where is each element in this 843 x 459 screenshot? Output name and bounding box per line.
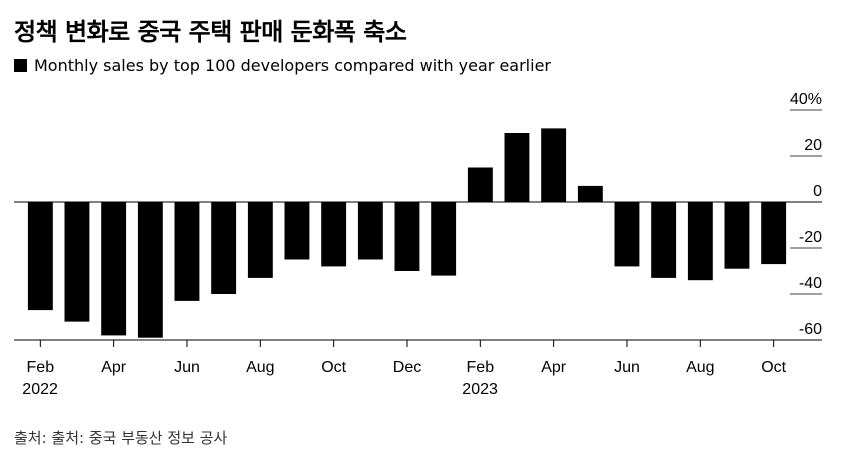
x-tick-label: Feb	[27, 359, 55, 376]
chart-title: 정책 변화로 중국 주택 판매 둔화폭 축소	[14, 18, 407, 46]
bar-oct-2023	[761, 202, 787, 265]
bar-feb-2022	[27, 202, 53, 311]
y-tick-label: 0	[813, 183, 822, 200]
bar-sep-2023	[724, 202, 750, 269]
bar-nov-2022	[357, 202, 383, 260]
y-tick-label: 40%	[790, 91, 822, 108]
source-note: 출처: 출처: 중국 부동산 정보 공사	[14, 429, 228, 447]
y-axis: 40% 20 0 -20 -40 -60	[790, 91, 822, 341]
bar-aug-2022	[247, 202, 273, 278]
legend-label: Monthly sales by top 100 developers comp…	[34, 56, 551, 75]
bar-jul-2022	[211, 202, 237, 294]
bar-jan-2023	[431, 202, 457, 276]
y-tick-label: -40	[799, 275, 822, 292]
bar-jun-2023	[614, 202, 640, 267]
x-tick-year-label: 2022	[22, 381, 58, 398]
x-tick-label: Aug	[246, 359, 274, 376]
y-tick-label: -60	[799, 321, 822, 338]
bar-may-2022	[137, 202, 163, 338]
x-tick-label: Jun	[174, 359, 200, 376]
x-tick-label: Oct	[321, 359, 346, 376]
bars-group	[27, 128, 787, 338]
x-tick-label: Jun	[614, 359, 640, 376]
x-tick-label: Dec	[393, 359, 421, 376]
x-axis-ticks: Feb 2022 Apr Jun Aug Oct Dec Feb 2023 Apr Jun Aug Oc…	[22, 340, 787, 398]
x-tick-label: Feb	[467, 359, 495, 376]
bar-jun-2022	[174, 202, 200, 301]
bar-oct-2022	[321, 202, 347, 267]
legend-swatch	[14, 59, 27, 72]
bar-jul-2023	[651, 202, 677, 278]
bar-apr-2022	[101, 202, 127, 336]
x-tick-year-label: 2023	[462, 381, 498, 398]
x-tick-label: Oct	[761, 359, 786, 376]
bar-dec-2022	[394, 202, 420, 271]
bar-aug-2023	[687, 202, 713, 281]
bar-mar-2023	[504, 133, 530, 202]
bar-apr-2023	[541, 128, 567, 202]
x-tick-label: Aug	[686, 359, 714, 376]
bar-feb-2023	[467, 167, 493, 202]
legend: Monthly sales by top 100 developers comp…	[14, 56, 551, 75]
x-tick-label: Apr	[541, 359, 567, 376]
bar-may-2023	[577, 185, 603, 202]
y-tick-label: 20	[804, 137, 822, 154]
bar-mar-2022	[64, 202, 90, 322]
bar-sep-2022	[284, 202, 310, 260]
x-tick-label: Apr	[101, 359, 127, 376]
y-tick-label: -20	[799, 229, 822, 246]
